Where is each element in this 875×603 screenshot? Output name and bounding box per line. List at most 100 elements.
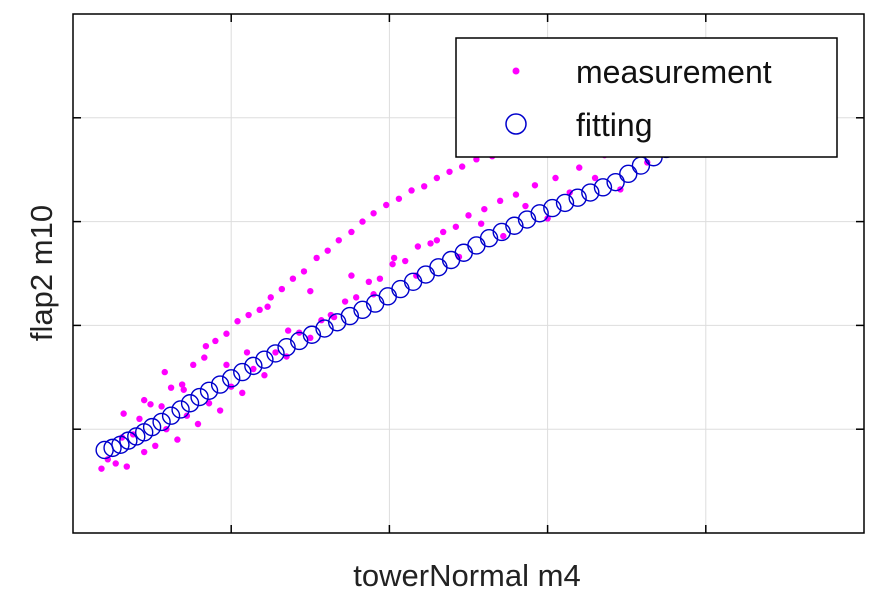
measurement-point: [112, 460, 119, 467]
fitting-point: [190, 387, 209, 407]
measurement-point: [324, 247, 331, 254]
measurement-point: [433, 174, 441, 182]
measurement-point: [591, 174, 599, 182]
measurement-point: [180, 386, 187, 393]
legend-measurement-label: measurement: [576, 54, 772, 90]
measurement-point: [496, 197, 504, 205]
measurement-point: [458, 163, 466, 170]
measurement-point: [264, 303, 271, 310]
measurement-point: [201, 354, 208, 361]
measurement-point: [335, 237, 342, 244]
fitting-point: [180, 394, 200, 413]
measurement-point: [402, 257, 409, 265]
fitting-point: [555, 193, 575, 213]
measurement-point: [552, 174, 559, 182]
measurement-point: [300, 268, 308, 275]
fitting-point: [606, 172, 625, 192]
measurement-point: [389, 260, 396, 268]
fitting-point: [543, 198, 562, 218]
fitting-point: [152, 412, 171, 432]
legend-fitting-label: fitting: [576, 107, 652, 143]
measurement-point: [307, 334, 314, 342]
measurement-point: [500, 232, 507, 240]
measurement-point: [190, 361, 197, 369]
fitting-point: [244, 356, 263, 376]
measurement-point: [120, 410, 127, 417]
measurement-point: [223, 361, 230, 369]
fitting-point: [593, 178, 613, 197]
measurement-point: [267, 294, 274, 301]
measurement-point: [427, 240, 434, 247]
fitting-point: [302, 325, 322, 344]
measurement-point: [307, 287, 314, 295]
axis-ticks: [73, 14, 864, 533]
measurement-point: [261, 372, 268, 379]
measurement-point: [234, 318, 241, 325]
measurement-point: [250, 365, 257, 373]
measurement-point: [212, 337, 219, 345]
fitting-point: [327, 313, 347, 332]
fitting-point: [479, 229, 499, 248]
fitting-point: [290, 331, 309, 351]
measurement-point: [147, 401, 154, 408]
measurement-point: [140, 448, 148, 456]
measurement-point: [370, 210, 377, 217]
measurement-point: [140, 396, 148, 404]
fitting-point: [221, 369, 241, 388]
measurement-point: [439, 228, 447, 236]
measurement-point: [576, 164, 583, 171]
measurement-point: [414, 243, 422, 250]
measurement-point: [408, 187, 415, 194]
measurement-point: [123, 463, 130, 470]
fitting-point: [492, 222, 511, 242]
measurement-point: [465, 212, 472, 219]
measurement-point: [477, 220, 485, 227]
measurement-point: [327, 311, 335, 319]
measurement-point: [383, 201, 390, 209]
measurement-point: [256, 306, 263, 314]
fitting-point: [255, 350, 274, 369]
measurement-point: [136, 415, 143, 423]
fitting-point: [619, 164, 638, 184]
measurement-point: [446, 168, 453, 175]
measurement-point: [522, 202, 529, 210]
measurement-point: [284, 327, 292, 334]
fitting-point: [505, 216, 524, 235]
measurement-point: [544, 215, 551, 222]
measurement-point: [202, 342, 210, 350]
measurement-point: [194, 420, 202, 428]
measurement-point: [352, 294, 360, 301]
legend-fitting-marker: [505, 113, 527, 135]
x-axis-label: towerNormal m4: [353, 558, 580, 593]
fitting-point: [266, 344, 285, 363]
measurement-point: [421, 183, 428, 190]
fitting-point: [142, 417, 162, 437]
fitting-point: [568, 188, 587, 207]
measurement-point: [481, 205, 488, 213]
measurement-point: [272, 349, 279, 356]
measurement-point: [167, 384, 175, 391]
measurement-point: [452, 223, 460, 230]
legend-measurement-marker: [512, 67, 520, 75]
legend-box: [455, 37, 838, 158]
measurement-point: [243, 349, 251, 356]
measurement-point: [348, 272, 355, 279]
measurement-point: [245, 311, 252, 319]
fitting-point: [277, 337, 296, 357]
fitting-point: [171, 400, 190, 419]
measurement-point: [512, 191, 520, 198]
measurement-point: [174, 436, 181, 443]
measurement-point: [390, 254, 398, 262]
fitting-point: [103, 438, 122, 458]
fitting-point: [353, 300, 372, 320]
measurement-point: [158, 403, 165, 410]
fitting-point: [581, 183, 600, 202]
measurement-point: [376, 275, 384, 282]
measurement-point: [289, 275, 297, 282]
measurement-point: [98, 465, 105, 472]
measurement-point: [278, 285, 286, 293]
measurement-point: [433, 237, 441, 244]
measurement-point: [348, 228, 355, 236]
